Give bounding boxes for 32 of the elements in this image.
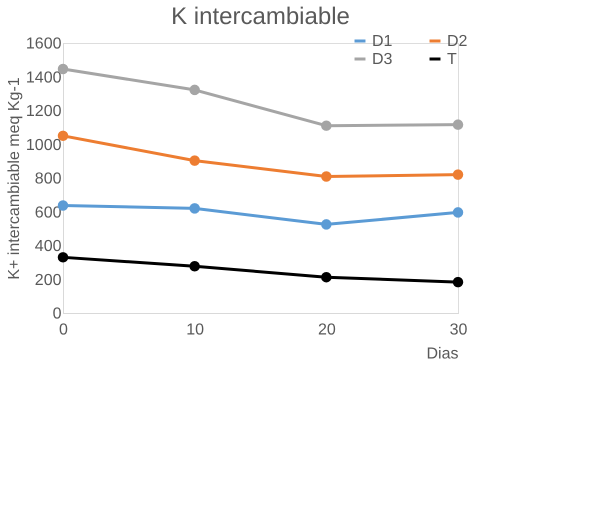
chart-title: K intercambiable [171,3,350,30]
point [321,272,332,282]
x-tick-label: 20 [318,322,336,338]
point [452,207,464,218]
x-tick-label: 30 [450,322,468,338]
x-axis-title: Dias [426,346,458,362]
y-tick-label: 200 [34,272,62,289]
legend-label: D2 [447,33,468,50]
y-tick-label: 800 [34,170,62,188]
point [321,120,332,131]
point [321,219,332,230]
point [189,261,200,272]
legend-label: D3 [372,51,393,68]
y-tick-label: 1600 [26,36,62,52]
y-tick-label: 1200 [26,103,62,120]
point [189,155,200,166]
y-tick-label: 400 [34,238,62,255]
y-tick-label: 1000 [26,136,62,154]
legend-label: D1 [372,33,393,50]
point [58,252,68,263]
y-tick-label: 0 [52,306,62,322]
x-tick-label: 10 [186,322,204,338]
y-axis-title: K+ intercambiable meq Kg-1 [6,77,23,280]
point [452,119,464,130]
point [189,84,200,96]
y-tick-label: 1400 [26,69,62,86]
point [189,203,200,214]
point [452,169,464,180]
y-tick-label: 600 [34,204,62,222]
point [452,276,464,288]
legend-label: T [447,51,457,68]
point [321,171,332,182]
